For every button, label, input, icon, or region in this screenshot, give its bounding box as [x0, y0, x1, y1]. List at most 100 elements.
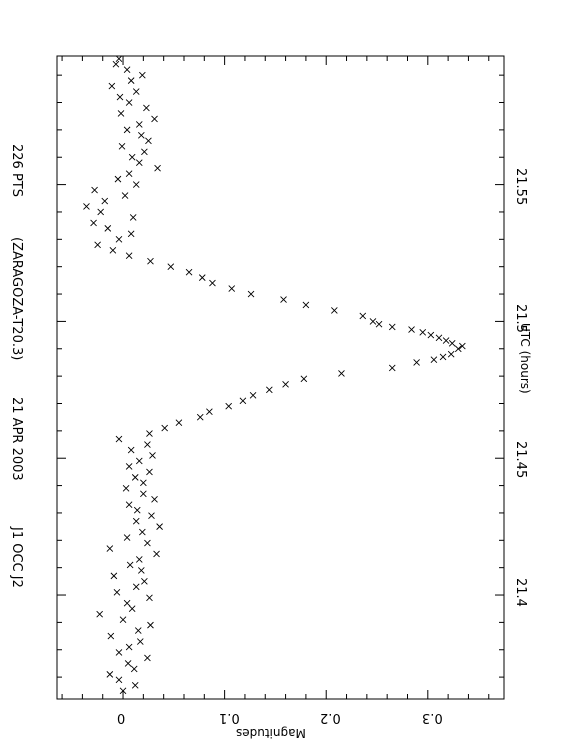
data-markers — [83, 55, 466, 695]
data-point — [146, 594, 153, 602]
data-point — [439, 353, 447, 361]
data-point — [122, 484, 130, 492]
data-point — [113, 588, 121, 596]
data-point — [408, 326, 415, 333]
data-point — [132, 517, 140, 525]
data-point — [123, 599, 131, 607]
data-point — [135, 159, 143, 167]
data-point — [124, 660, 132, 667]
data-point — [359, 312, 367, 320]
data-point — [147, 621, 154, 629]
data-point — [369, 318, 377, 325]
x-tick-label: 21.4 — [513, 578, 528, 607]
data-point — [125, 501, 133, 509]
data-point — [123, 126, 131, 134]
data-point — [140, 490, 147, 498]
data-point — [135, 556, 143, 563]
data-point — [118, 142, 126, 150]
data-point — [116, 93, 124, 101]
data-point — [123, 66, 131, 73]
data-point — [119, 687, 127, 695]
title-part-2: 21 APR 2003 — [9, 397, 24, 481]
data-point — [175, 419, 183, 426]
data-point — [136, 638, 144, 645]
data-point — [338, 370, 345, 377]
data-point — [198, 274, 206, 281]
data-point — [144, 539, 151, 547]
data-point — [115, 55, 123, 63]
data-point — [138, 567, 145, 574]
data-point — [117, 110, 125, 117]
x-axis-label: UTC (hours) — [518, 323, 532, 394]
axes-box — [56, 55, 505, 700]
data-point — [430, 356, 438, 364]
data-point — [167, 263, 175, 271]
data-point — [196, 413, 204, 421]
data-point — [101, 197, 109, 205]
data-point — [114, 175, 122, 183]
data-point — [139, 528, 146, 536]
data-point — [94, 241, 101, 249]
data-point — [140, 479, 147, 487]
data-point — [115, 435, 123, 443]
data-point — [239, 397, 247, 405]
data-point — [128, 605, 136, 613]
data-point — [90, 219, 97, 227]
data-point — [454, 345, 462, 353]
x-tick-label: 21.45 — [513, 441, 528, 479]
data-point — [144, 654, 151, 662]
data-point — [125, 463, 133, 470]
data-point — [125, 643, 133, 651]
data-point — [128, 153, 136, 161]
data-point — [300, 375, 308, 383]
data-point — [154, 164, 161, 172]
data-point — [147, 257, 154, 265]
data-point — [413, 359, 420, 366]
y-tick-label: 0.2 — [320, 710, 341, 725]
data-point — [247, 290, 255, 298]
data-point — [108, 82, 116, 90]
y-tick-label: 0.1 — [218, 710, 240, 725]
data-point — [125, 170, 133, 177]
data-point — [135, 121, 143, 128]
data-point — [144, 441, 151, 448]
data-point — [280, 296, 287, 303]
data-point — [447, 350, 455, 358]
x-tick-label: 21.5 — [513, 304, 528, 334]
data-point — [129, 214, 137, 221]
data-point — [132, 583, 140, 591]
data-point — [228, 285, 236, 292]
data-point — [209, 279, 216, 287]
data-point — [153, 550, 160, 558]
data-point — [435, 334, 443, 342]
data-point — [149, 452, 156, 459]
tick-marks — [57, 56, 504, 699]
data-point — [91, 186, 98, 194]
data-point — [107, 632, 115, 640]
data-point — [121, 192, 129, 199]
title-part-1: J1 OCC J2 — [9, 527, 24, 588]
data-point — [104, 225, 112, 232]
data-point — [156, 523, 163, 530]
data-point — [106, 671, 114, 678]
data-point — [143, 104, 150, 112]
data-point — [97, 208, 105, 216]
data-point — [133, 506, 141, 514]
data-point — [96, 610, 103, 618]
data-point — [132, 88, 140, 95]
data-point — [146, 430, 153, 437]
data-point — [132, 181, 140, 188]
data-point — [185, 268, 193, 276]
data-point — [419, 329, 427, 336]
data-point — [388, 323, 396, 331]
data-point — [109, 246, 117, 254]
data-point — [146, 468, 153, 476]
data-point — [131, 474, 139, 481]
data-point — [123, 534, 131, 541]
data-point — [145, 137, 152, 145]
data-point — [134, 627, 142, 634]
data-point — [459, 342, 466, 350]
data-point — [115, 236, 123, 243]
data-point — [115, 676, 123, 684]
